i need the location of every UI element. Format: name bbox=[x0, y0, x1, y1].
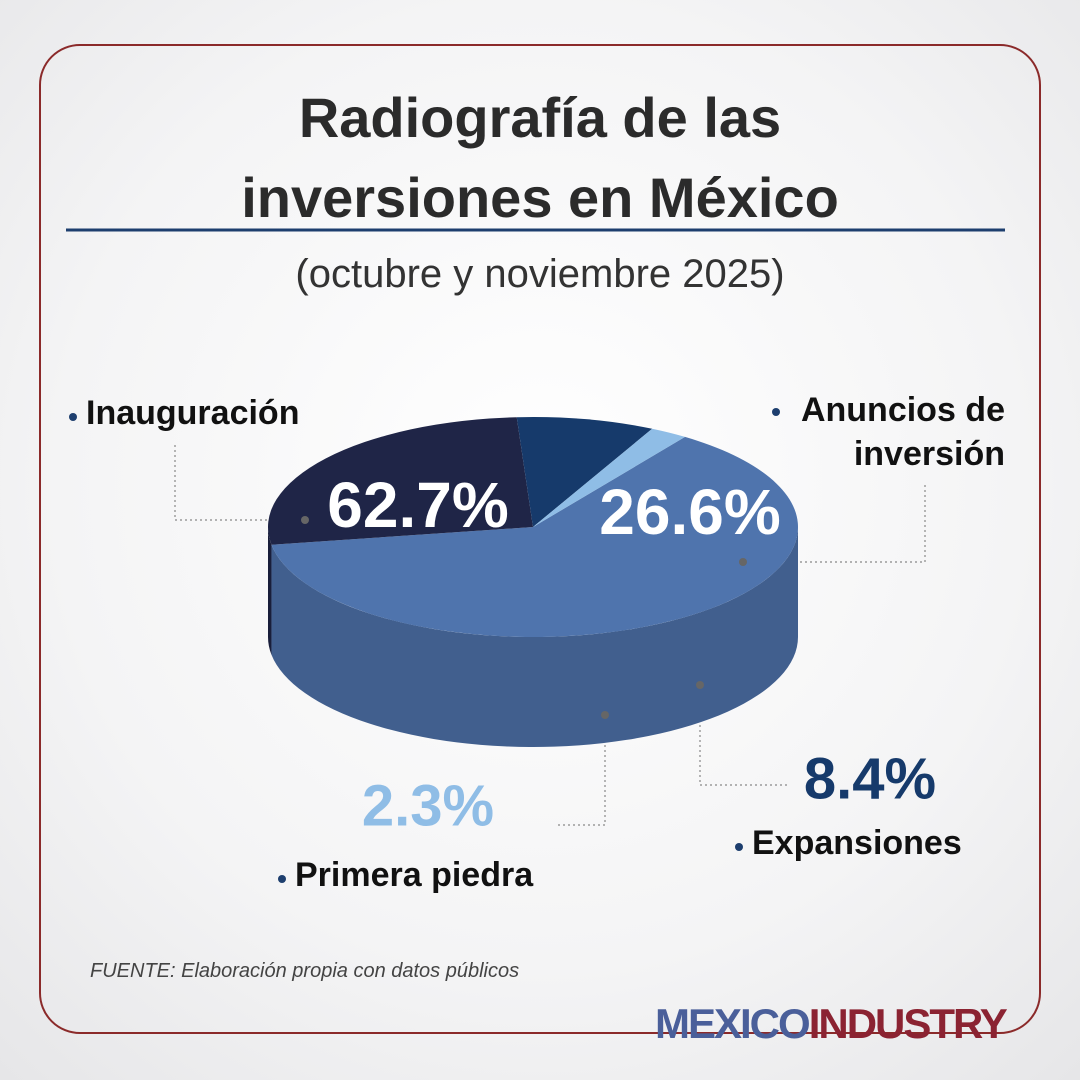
category-label: Inauguración bbox=[86, 394, 299, 432]
frame bbox=[39, 44, 1041, 1034]
legend-bullet bbox=[772, 408, 780, 416]
legend-bullet bbox=[69, 413, 77, 421]
category-label: Primera piedra bbox=[295, 856, 534, 894]
slice bbox=[267, 417, 533, 545]
legend-bullet bbox=[278, 875, 286, 883]
leader-lines bbox=[174, 445, 926, 826]
category-label: Anuncios de inversión bbox=[800, 391, 1005, 473]
slice bbox=[516, 417, 653, 527]
value-label: 2.3% bbox=[362, 773, 494, 838]
slice bbox=[533, 428, 685, 527]
leader-dot bbox=[739, 558, 747, 566]
slice bbox=[271, 436, 799, 638]
leader-dot bbox=[696, 681, 704, 689]
category-label: Expansiones bbox=[752, 824, 962, 862]
value-label: 26.6% bbox=[599, 476, 780, 548]
chart-title: Radiografía de las inversiones en México bbox=[241, 86, 839, 229]
legend-bullet bbox=[735, 843, 743, 851]
leader-dot bbox=[301, 516, 309, 524]
slice-side bbox=[271, 527, 799, 747]
brand-logo: MEXICOINDUSTRY bbox=[655, 1000, 1008, 1048]
chart-subtitle: (octubre y noviembre 2025) bbox=[295, 252, 785, 296]
value-label: 8.4% bbox=[804, 746, 936, 811]
value-label: 62.7% bbox=[327, 469, 508, 541]
source-note: FUENTE: Elaboración propia con datos púb… bbox=[90, 960, 520, 982]
brand-part: MEXICO bbox=[655, 1000, 811, 1047]
slice-side bbox=[268, 527, 272, 655]
brand-part: INDUSTRY bbox=[808, 1000, 1008, 1047]
leader-dot bbox=[601, 711, 609, 719]
